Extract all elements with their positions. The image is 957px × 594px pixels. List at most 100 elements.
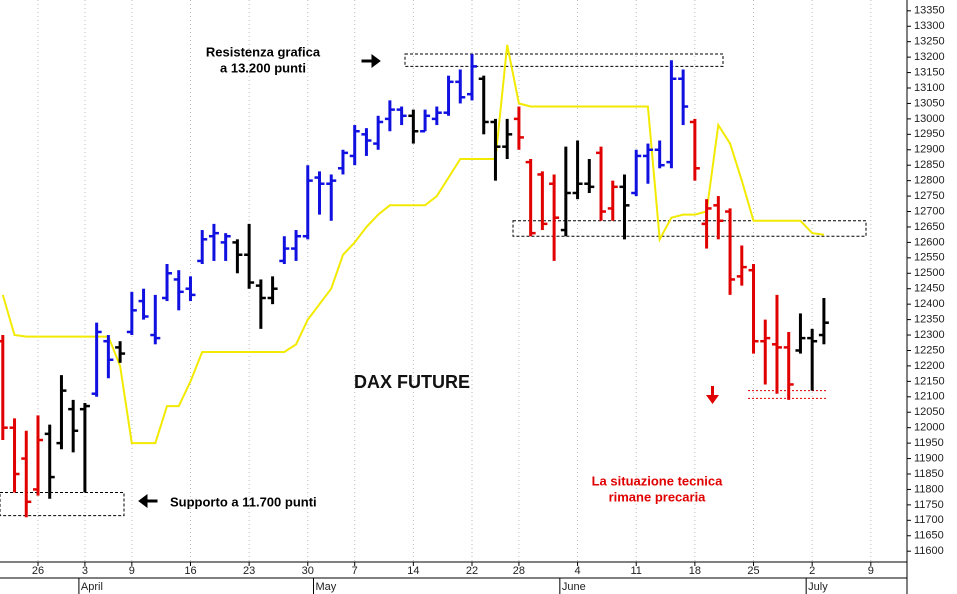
annotation: Supporto a 11.700 punti: [170, 494, 317, 509]
ohlc-bar: [642, 143, 653, 184]
ohlc-bar: [91, 322, 102, 397]
ohlc-bar: [220, 233, 231, 261]
x-tick-label: 9: [129, 565, 135, 577]
ohlc-bar: [818, 297, 829, 345]
ohlc-bar: [467, 54, 477, 101]
x-tick-label: 14: [407, 565, 419, 577]
ohlc-bar: [56, 375, 67, 450]
y-tick-label: 12900: [914, 144, 945, 156]
x-tick-label: 26: [32, 565, 44, 577]
month-label: July: [808, 581, 828, 593]
ohlc-bar: [337, 149, 348, 175]
x-tick-label: 2: [809, 565, 815, 577]
ohlc-bar: [173, 270, 184, 311]
y-tick-label: 13250: [914, 36, 945, 48]
ohlc-bar: [197, 230, 208, 265]
y-tick-label: 12550: [914, 252, 945, 264]
y-tick-label: 12650: [914, 221, 945, 233]
annotation: La situazione tecnica: [592, 473, 724, 488]
y-tick-label: 12850: [914, 159, 945, 171]
y-tick-label: 11800: [914, 483, 944, 495]
ohlc-bar: [572, 140, 583, 200]
y-tick-label: 11650: [914, 530, 944, 542]
y-tick-label: 13150: [914, 66, 945, 78]
ohlc-bar: [771, 294, 782, 394]
ohlc-bar: [560, 146, 571, 237]
y-tick-label: 13100: [914, 82, 945, 94]
x-tick-label: 30: [302, 565, 314, 577]
chart-title: DAX FUTURE: [354, 372, 470, 392]
y-tick-label: 12750: [914, 190, 945, 202]
arrow-down: [706, 386, 719, 404]
ohlc-bar: [596, 146, 607, 221]
ohlc-bar: [525, 159, 536, 237]
ohlc-bar: [502, 118, 513, 160]
y-tick-label: 11900: [914, 452, 944, 464]
ohlc-bar: [349, 125, 360, 166]
ohlc-bar: [666, 60, 677, 169]
ohlc-bar: [420, 109, 431, 133]
ohlc-bar: [314, 171, 325, 215]
arrow-left: [138, 494, 158, 508]
x-tick-label: 4: [575, 565, 581, 577]
ohlc-bar: [619, 174, 630, 240]
ohlc-bar: [302, 165, 313, 240]
ohlc-bar: [9, 418, 20, 493]
y-tick-label: 11950: [914, 437, 944, 449]
ohlc-bar: [490, 118, 501, 181]
y-tick-label: 12200: [914, 360, 945, 372]
ohlc-bar: [736, 245, 747, 286]
annotation: rimane precaria: [609, 489, 707, 504]
ohlc-bar: [748, 264, 759, 354]
ohlc-bar: [760, 319, 771, 385]
x-tick-label: 16: [184, 565, 196, 577]
ohlc-bar: [631, 149, 642, 197]
y-tick-label: 12700: [914, 205, 945, 217]
ohlc-bar: [455, 69, 466, 104]
ohlc-bar: [396, 106, 407, 126]
x-tick-label: 7: [352, 565, 358, 577]
ohlc-bar: [361, 128, 372, 156]
ohlc-bar: [478, 75, 489, 135]
annotation: Resistenza grafica: [206, 44, 321, 59]
y-tick-label: 12350: [914, 314, 945, 326]
ohlc-bar: [384, 100, 395, 132]
ohlc-bar: [150, 294, 161, 345]
ohlc-bar: [115, 341, 126, 363]
y-tick-label: 13200: [914, 51, 945, 63]
y-tick-label: 13300: [914, 20, 945, 32]
ohlc-bar: [725, 208, 736, 295]
x-tick-label: 9: [868, 565, 874, 577]
ohlc-bar: [208, 223, 219, 261]
x-tick-label: 3: [82, 565, 88, 577]
ohlc-bar: [795, 313, 806, 354]
ohlc-bar: [431, 106, 442, 126]
y-tick-label: 12250: [914, 344, 945, 356]
y-tick-label: 13350: [914, 5, 945, 17]
ohlc-bar: [44, 424, 55, 499]
y-tick-label: 12500: [914, 267, 945, 279]
ohlc-bar: [185, 276, 196, 302]
month-label: April: [81, 581, 103, 593]
y-tick-label: 12000: [914, 422, 945, 434]
ohlc-bar: [0, 335, 8, 441]
ohlc-bar: [32, 415, 43, 496]
zone-box: [512, 220, 867, 237]
line-series: [1, 44, 825, 445]
y-tick-label: 11600: [914, 545, 944, 557]
ohlc-bar: [255, 279, 266, 329]
ohlc-bar: [162, 264, 173, 302]
y-tick-label: 12600: [914, 236, 945, 248]
ohlc-bar: [689, 118, 700, 181]
month-label: May: [316, 581, 337, 593]
annotation: a 13.200 punti: [220, 60, 306, 75]
ohlc-bar: [443, 75, 454, 116]
ohlc-bar: [513, 106, 524, 150]
x-tick-label: 25: [747, 565, 759, 577]
ohlc-bar: [701, 199, 712, 249]
month-label: June: [562, 581, 586, 593]
arrow-right: [361, 54, 381, 68]
